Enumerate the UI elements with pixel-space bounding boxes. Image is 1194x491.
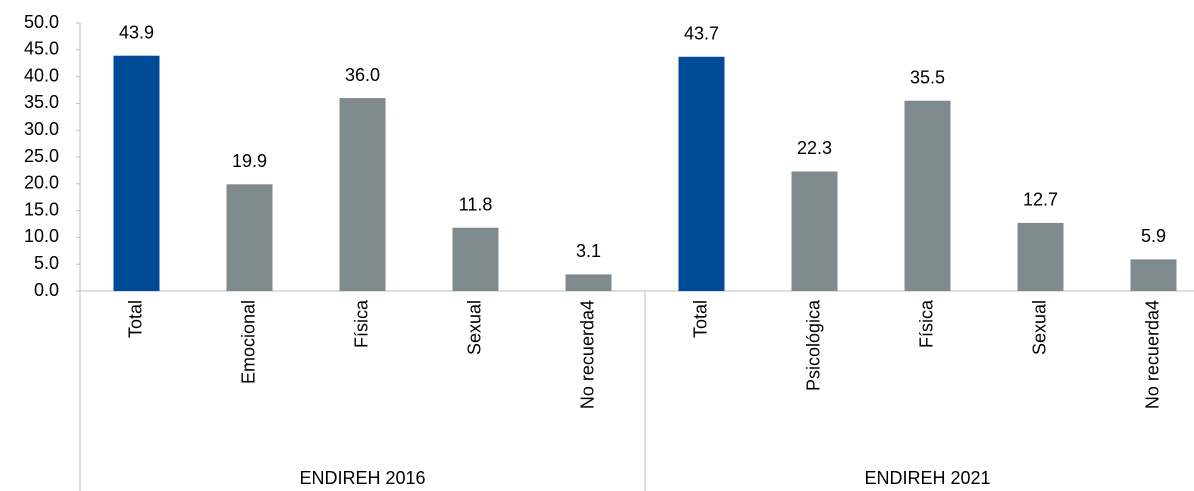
y-tick-label: 0.0 (34, 280, 59, 300)
y-tick-label: 20.0 (24, 173, 59, 193)
y-tick-label: 35.0 (24, 92, 59, 112)
x-tick-label: No recuerda4 (577, 300, 597, 409)
x-tick-label: Total (690, 300, 710, 338)
bar (1130, 259, 1177, 291)
x-tick-label: Psicológica (803, 299, 823, 391)
y-tick-label: 30.0 (24, 119, 59, 139)
data-label: 36.0 (345, 65, 380, 85)
data-label: 43.7 (684, 24, 719, 44)
y-tick-label: 40.0 (24, 65, 59, 85)
y-tick-label: 10.0 (24, 226, 59, 246)
x-tick-label: Sexual (1029, 300, 1049, 355)
bar (678, 56, 725, 291)
x-tick-label: No recuerda4 (1142, 300, 1162, 409)
y-tick-label: 15.0 (24, 199, 59, 219)
data-label: 19.9 (232, 151, 267, 171)
bar (565, 274, 612, 291)
bar (1017, 222, 1064, 291)
data-label: 5.9 (1141, 226, 1166, 246)
y-tick-label: 50.0 (24, 12, 59, 32)
bar (339, 98, 386, 291)
x-tick-label: Sexual (464, 300, 484, 355)
group-label: ENDIREH 2016 (299, 468, 425, 488)
y-tick-label: 45.0 (24, 39, 59, 59)
x-tick-label: Emocional (238, 300, 258, 384)
y-tick-label: 5.0 (34, 253, 59, 273)
bar (791, 171, 838, 291)
x-tick-label: Total (125, 300, 145, 338)
data-label: 11.8 (459, 195, 493, 215)
x-tick-label: Física (916, 299, 936, 348)
data-label: 12.7 (1023, 190, 1058, 210)
bar (904, 100, 951, 291)
x-tick-label: Física (351, 299, 371, 348)
data-label: 22.3 (797, 138, 832, 158)
bar (452, 227, 499, 291)
data-label: 3.1 (576, 241, 601, 261)
group-label: ENDIREH 2021 (864, 468, 990, 488)
bar (226, 184, 273, 291)
y-tick-label: 25.0 (24, 146, 59, 166)
data-label: 35.5 (910, 67, 945, 87)
data-label: 43.9 (119, 22, 154, 42)
bar (113, 55, 160, 291)
